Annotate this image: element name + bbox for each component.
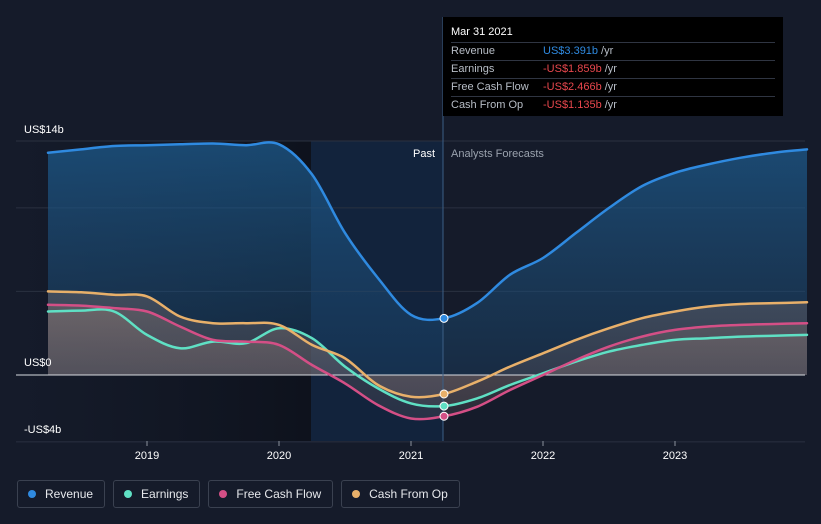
legend-item-free-cash-flow[interactable]: Free Cash Flow	[208, 480, 334, 508]
x-tick-label: 2019	[135, 450, 159, 462]
x-tick-label: 2023	[663, 450, 687, 462]
tooltip-label: Revenue	[451, 45, 496, 57]
tooltip-label: Earnings	[451, 63, 495, 75]
cash-from-op-dot-icon	[352, 490, 361, 498]
marker-free-cash-flow	[439, 411, 449, 421]
line-cash-from-op	[46, 290, 809, 399]
y-tick-label-max: US$14b	[24, 124, 64, 136]
line-earnings	[46, 308, 809, 408]
tooltip-row-cash-from-op: Cash From Op -US$1.135b /yr	[451, 96, 775, 114]
tooltip-row-revenue: Revenue US$3.391b /yr	[451, 42, 775, 60]
earnings-dot-icon	[124, 490, 133, 498]
tooltip: Mar 31 2021 Revenue US$3.391b /yr Earnin…	[443, 17, 783, 116]
x-axis: 2019 2020 2021 2022 2023	[135, 441, 687, 462]
x-tick-label: 2020	[267, 450, 291, 462]
tooltip-label: Free Cash Flow	[451, 81, 529, 93]
legend-item-earnings[interactable]: Earnings	[113, 480, 201, 508]
tooltip-unit: /yr	[601, 45, 614, 57]
tooltip-unit: /yr	[604, 63, 617, 75]
marker-revenue	[439, 313, 449, 323]
legend: Revenue Earnings Free Cash Flow Cash Fro…	[17, 480, 460, 508]
line-revenue	[46, 141, 809, 322]
past-label: Past	[413, 148, 435, 160]
marker-cash-from-op	[439, 389, 449, 399]
tooltip-value: US$3.391b	[543, 45, 599, 57]
series-markers	[439, 313, 449, 421]
line-free-cash-flow	[46, 303, 809, 421]
legend-label: Cash From Op	[369, 487, 448, 501]
forecast-label: Analysts Forecasts	[451, 148, 544, 160]
y-tick-label-min: -US$4b	[24, 424, 61, 436]
y-tick-label-zero: US$0	[24, 357, 52, 369]
free-cash-flow-dot-icon	[219, 490, 228, 498]
legend-label: Free Cash Flow	[236, 487, 322, 501]
tooltip-value: -US$2.466b	[543, 81, 602, 93]
area-revenue	[48, 142, 807, 375]
tooltip-value: -US$1.859b	[543, 63, 602, 75]
tooltip-unit: /yr	[604, 99, 617, 111]
tooltip-unit: /yr	[604, 81, 617, 93]
series-lines	[46, 141, 809, 421]
legend-label: Earnings	[141, 487, 189, 501]
tooltip-row-earnings: Earnings -US$1.859b /yr	[451, 60, 775, 78]
x-tick-label: 2021	[399, 450, 423, 462]
tooltip-row-free-cash-flow: Free Cash Flow -US$2.466b /yr	[451, 78, 775, 96]
legend-item-revenue[interactable]: Revenue	[17, 480, 106, 508]
area-cash-from-op	[48, 291, 807, 398]
legend-item-cash-from-op[interactable]: Cash From Op	[341, 480, 460, 508]
legend-label: Revenue	[45, 487, 94, 501]
tooltip-label: Cash From Op	[451, 99, 524, 111]
tooltip-value: -US$1.135b	[543, 99, 602, 111]
tooltip-date: Mar 31 2021	[451, 26, 513, 38]
x-tick-label: 2022	[531, 450, 555, 462]
marker-earnings	[439, 401, 449, 411]
revenue-dot-icon	[28, 490, 36, 498]
